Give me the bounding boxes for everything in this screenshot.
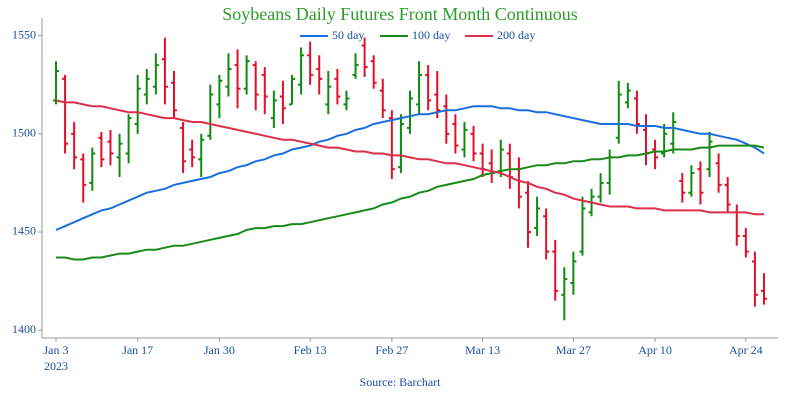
legend-label: 100 day	[412, 28, 450, 42]
moving-average-line	[55, 99, 764, 216]
x-tick-label: Jan 30	[204, 343, 235, 357]
y-tick-label: 1550	[12, 27, 36, 41]
moving-average-line	[56, 144, 765, 261]
x-tick-label: Feb 27	[375, 343, 408, 357]
source: Source: Barchart	[360, 375, 442, 389]
x-tick-label: Mar 13	[465, 343, 500, 357]
x-sublabel: 2023	[44, 359, 68, 373]
y-tick-label: 1400	[12, 322, 36, 336]
legend-label: 50 day	[332, 28, 364, 42]
x-tick-label: Mar 27	[556, 343, 591, 357]
x-tick-label: Apr 24	[729, 343, 763, 357]
x-tick-label: Jan 3	[44, 343, 69, 357]
chart-title: Soybeans Daily Futures Front Month Conti…	[222, 4, 578, 24]
y-tick-label: 1450	[12, 224, 36, 238]
x-tick-label: Apr 10	[638, 343, 672, 357]
x-tick-label: Jan 17	[122, 343, 153, 357]
moving-average-line	[55, 105, 765, 231]
legend-label: 200 day	[497, 28, 535, 42]
y-tick-label: 1500	[12, 126, 36, 140]
x-tick-label: Feb 13	[294, 343, 327, 357]
